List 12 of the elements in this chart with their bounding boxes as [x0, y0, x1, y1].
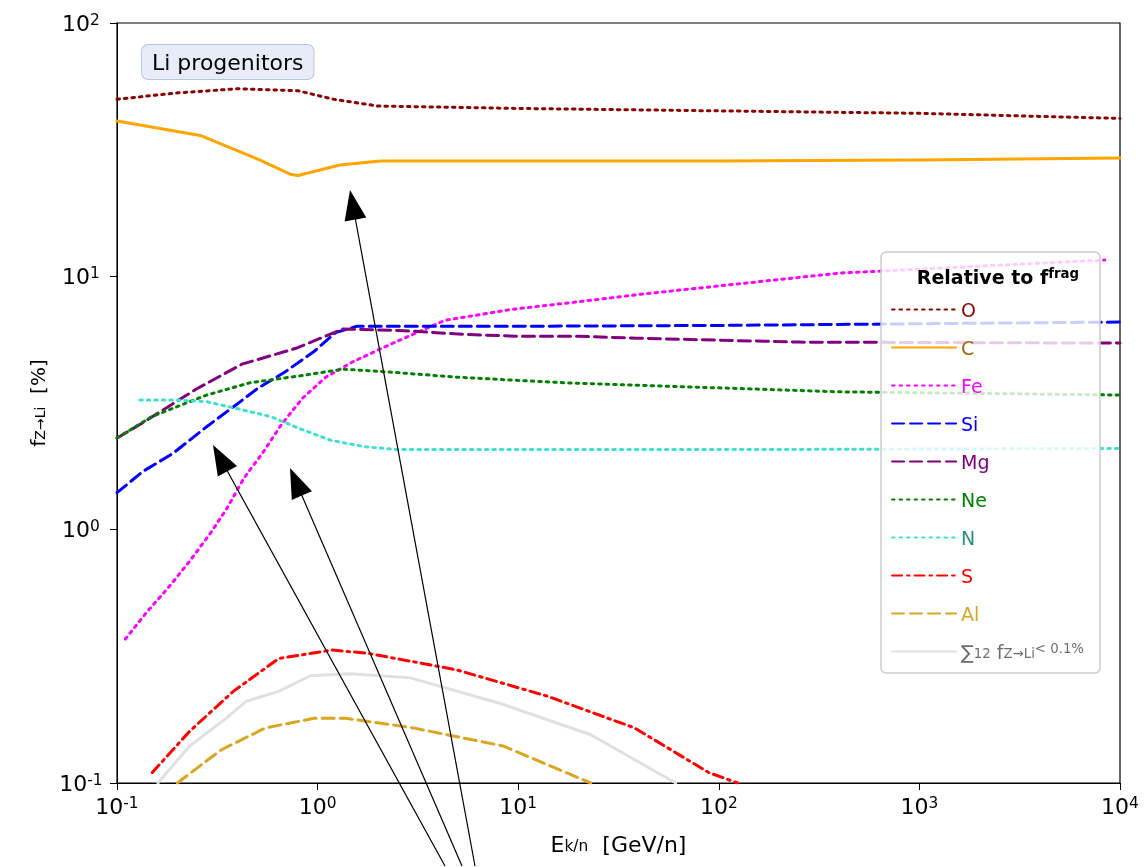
legend-label: Si — [961, 412, 979, 435]
legend-label: Ne — [961, 488, 987, 511]
legend-label: Mg — [961, 450, 990, 473]
legend-label: C — [961, 336, 975, 359]
annotation: Li progenitors — [152, 49, 304, 75]
legend-label: Fe — [961, 374, 983, 397]
legend-label: O — [961, 298, 977, 321]
legend-label: N — [961, 526, 976, 549]
legend-label: ∑12 fZ→Li< 0.1% — [961, 640, 1085, 663]
x-axis-title: Ek/n [GeV/n] — [550, 831, 687, 857]
legend-label: S — [961, 564, 974, 587]
legend-label: Al — [961, 602, 980, 625]
